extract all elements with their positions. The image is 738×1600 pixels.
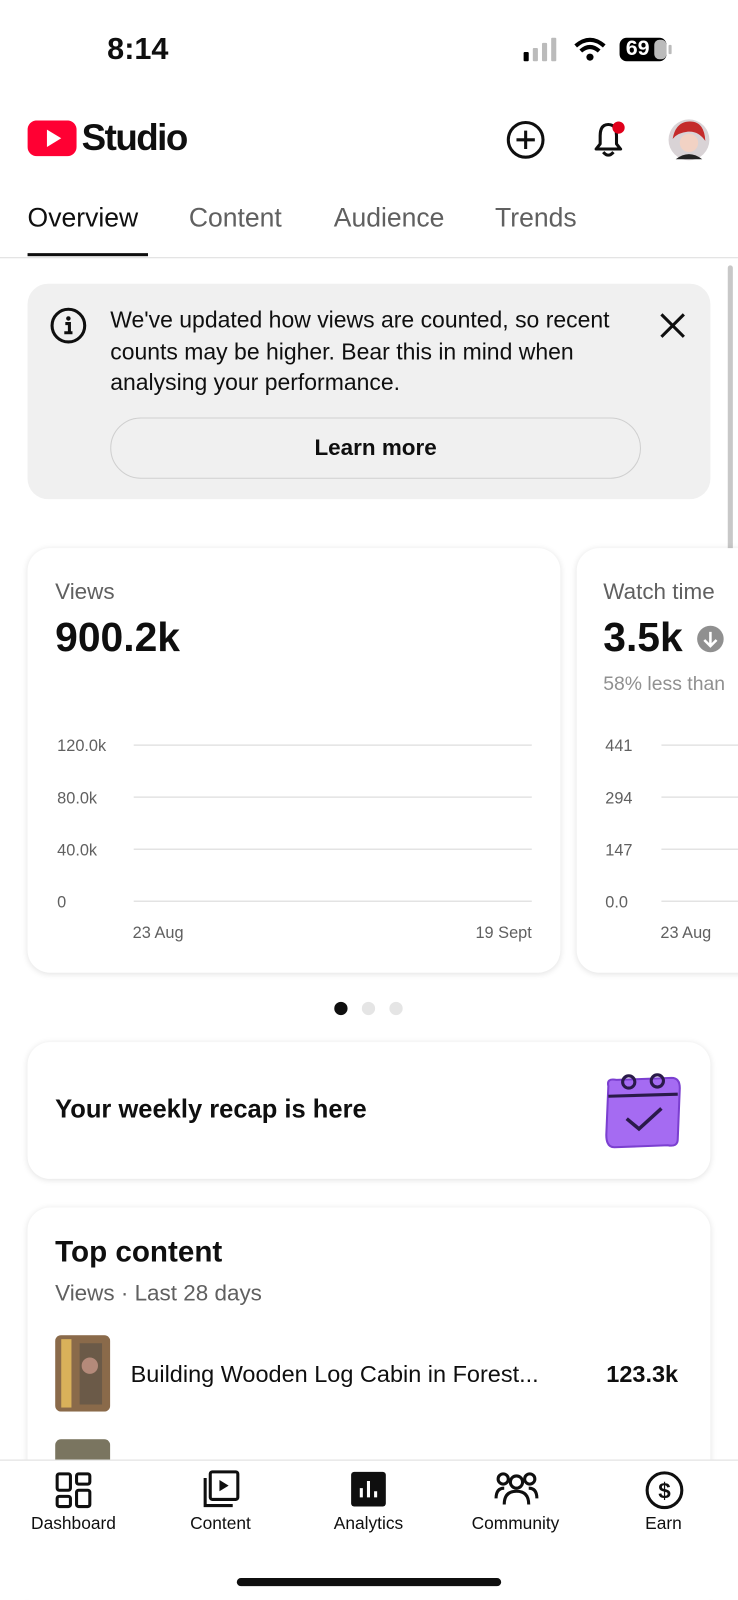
y-tick-label: 40.0k [57,841,98,859]
tab[interactable]: Overview [27,202,139,233]
y-tick-label: 80.0k [57,789,98,807]
video-views: 123.3k [606,1360,679,1388]
y-tick-label: 120.0k [57,737,107,755]
status-time: 8:14 [107,32,169,67]
x-tick-label: 23 Aug [660,924,711,942]
y-tick-label: 0 [57,893,66,911]
line-chart: 0.0 147 294 441 23 Aug [605,737,738,942]
nav-icon [203,1470,240,1508]
down-trend-icon [697,625,724,653]
notifications-button[interactable] [588,116,631,161]
tab[interactable]: Content [188,202,282,233]
section-subtitle: Views · Last 28 days [55,1279,262,1306]
svg-text:$: $ [658,1478,671,1503]
nav-icon [494,1472,539,1505]
youtube-logo[interactable] [27,120,79,157]
x-tick-label: 23 Aug [133,924,184,942]
tab-indicator [27,253,149,257]
metric-label: Watch time [603,578,715,605]
tab[interactable]: Trends [495,202,577,233]
y-tick-label: 294 [605,789,632,807]
tab-divider [0,257,738,259]
y-tick-label: 0.0 [605,893,628,911]
notice-text: We've updated how views are counted, so … [110,307,610,396]
y-tick-label: 147 [605,841,632,859]
tab[interactable]: Audience [333,202,445,233]
nav-label[interactable]: Earn [645,1513,682,1534]
pagination-dots [334,1001,403,1016]
app-title: Studio [81,116,189,159]
nav-icon: $ [645,1471,684,1510]
recap-illustration [605,1073,681,1149]
status-icons [523,37,672,62]
nav-icon [55,1472,92,1509]
y-tick-label: 441 [605,737,632,755]
create-button[interactable] [504,118,547,161]
video-thumbnail[interactable] [55,1335,111,1412]
nav-label[interactable]: Content [190,1513,251,1534]
learn-more-button[interactable]: Learn more [110,417,641,479]
metric-value: 3.5k [603,615,683,661]
info-icon [50,307,87,344]
line-chart: 0 40.0k 80.0k 120.0k 23 Aug 19 Sept [57,737,532,942]
home-indicator [236,1578,502,1587]
metric-note: 58% less than [603,673,726,696]
metric-value: 900.2k [55,615,180,661]
video-title[interactable]: Building Wooden Log Cabin in Forest... [130,1360,539,1388]
metric-label: Views [55,578,115,605]
close-button[interactable] [657,310,688,341]
section-title: Top content [55,1236,223,1269]
recap-text: Your weekly recap is here [55,1095,367,1124]
nav-label[interactable]: Community [471,1513,560,1534]
nav-label[interactable]: Dashboard [31,1513,116,1534]
nav-label[interactable]: Analytics [333,1513,404,1534]
recap-card[interactable] [27,1042,711,1179]
account-avatar[interactable] [668,118,711,161]
x-tick-label: 19 Sept [475,924,532,942]
nav-icon [351,1471,386,1507]
notice-banner [27,283,711,500]
video-thumbnail[interactable] [55,1439,111,1462]
battery-level: 69 [625,36,650,61]
